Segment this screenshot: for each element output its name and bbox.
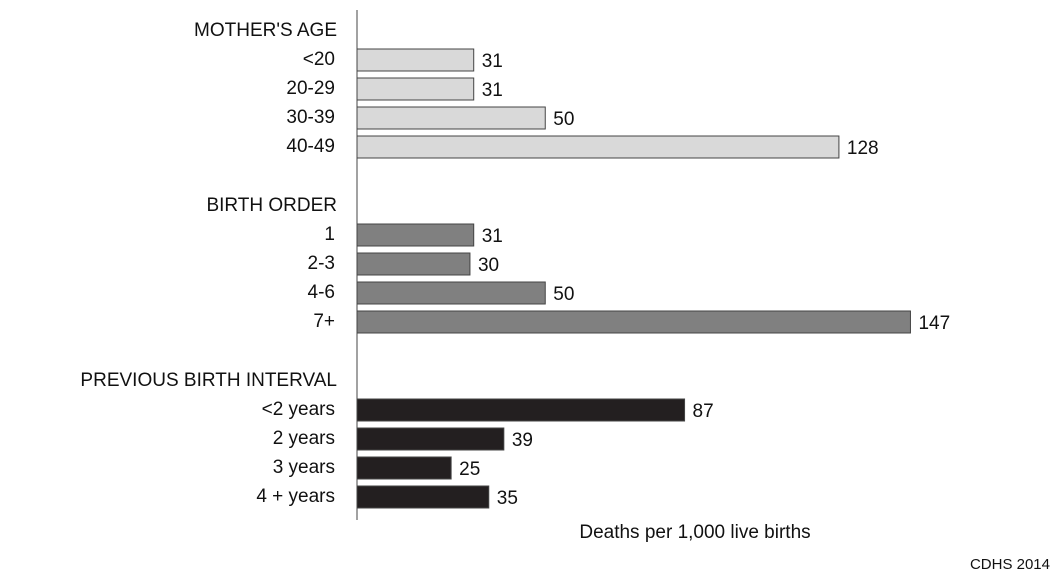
category-label: 3 years [273,457,335,478]
category-label: 1 [324,224,335,245]
bar [356,485,490,509]
category-label: 40-49 [286,136,335,157]
category-label: 4-6 [308,282,335,303]
value-label: 31 [482,226,503,247]
category-label: 7+ [313,311,335,332]
category-label: 2-3 [308,253,335,274]
value-label: 147 [918,313,950,334]
bar [356,427,505,451]
category-label: 4 + years [256,486,335,507]
bar [356,106,546,130]
value-label: 39 [512,430,533,451]
value-label: 128 [847,138,879,159]
bar [356,48,475,72]
value-label: 87 [693,401,714,422]
category-label: <20 [303,49,335,70]
bar [356,77,475,101]
group-label: MOTHER'S AGE [194,20,337,41]
axis-label: Deaths per 1,000 live births [579,522,810,543]
value-label: 50 [553,284,574,305]
value-label: 35 [497,488,518,509]
bar [356,252,471,276]
category-label: 30-39 [286,107,335,128]
category-label: 2 years [273,428,335,449]
category-label: 20-29 [286,78,335,99]
bar [356,223,475,247]
bar [356,398,686,422]
value-label: 31 [482,51,503,72]
group-label: PREVIOUS BIRTH INTERVAL [80,370,337,391]
value-label: 50 [553,109,574,130]
bar [356,135,840,159]
value-label: 30 [478,255,499,276]
value-label: 25 [459,459,480,480]
bar [356,310,911,334]
group-label: BIRTH ORDER [206,195,337,216]
source: CDHS 2014 [970,556,1050,572]
category-label: <2 years [262,399,335,420]
value-label: 31 [482,80,503,101]
bar [356,281,546,305]
bar [356,456,452,480]
